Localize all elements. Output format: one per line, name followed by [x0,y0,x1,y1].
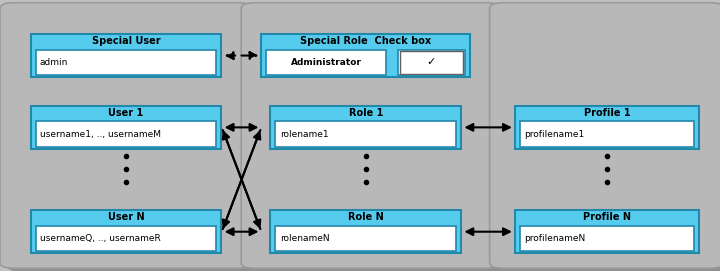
FancyBboxPatch shape [271,210,462,253]
FancyBboxPatch shape [30,34,222,77]
FancyBboxPatch shape [275,121,456,147]
Text: Special Role  Check box: Special Role Check box [300,36,431,46]
Text: usernameQ, .., usernameR: usernameQ, .., usernameR [40,234,161,243]
FancyBboxPatch shape [516,210,698,253]
Text: User N: User N [108,212,144,222]
Text: profilename1: profilename1 [524,130,585,139]
Text: Role 1: Role 1 [348,108,383,118]
FancyBboxPatch shape [271,106,462,149]
Text: User 1: User 1 [109,108,143,118]
FancyBboxPatch shape [261,34,470,77]
FancyBboxPatch shape [30,106,222,149]
FancyBboxPatch shape [248,6,508,271]
FancyBboxPatch shape [521,121,694,147]
FancyBboxPatch shape [35,121,216,147]
Text: Role N: Role N [348,212,384,222]
FancyBboxPatch shape [275,226,456,251]
FancyBboxPatch shape [516,106,698,149]
FancyBboxPatch shape [241,3,500,268]
FancyBboxPatch shape [35,226,216,251]
FancyBboxPatch shape [266,50,386,75]
FancyBboxPatch shape [490,3,720,268]
Text: ✓: ✓ [427,57,436,67]
FancyBboxPatch shape [0,3,252,268]
Text: admin: admin [40,58,68,67]
Text: Special User: Special User [91,36,161,46]
FancyBboxPatch shape [497,6,720,271]
Text: Profile 1: Profile 1 [584,108,630,118]
Text: rolename1: rolename1 [280,130,328,139]
Text: profilenameN: profilenameN [524,234,586,243]
Text: username1, .., usernameM: username1, .., usernameM [40,130,161,139]
FancyBboxPatch shape [35,50,216,75]
FancyBboxPatch shape [30,210,222,253]
FancyBboxPatch shape [397,50,465,75]
FancyBboxPatch shape [521,226,694,251]
Text: rolenameN: rolenameN [280,234,329,243]
Text: Profile N: Profile N [583,212,631,222]
Text: Administrator: Administrator [291,58,361,67]
FancyBboxPatch shape [7,6,259,271]
FancyBboxPatch shape [400,51,462,74]
